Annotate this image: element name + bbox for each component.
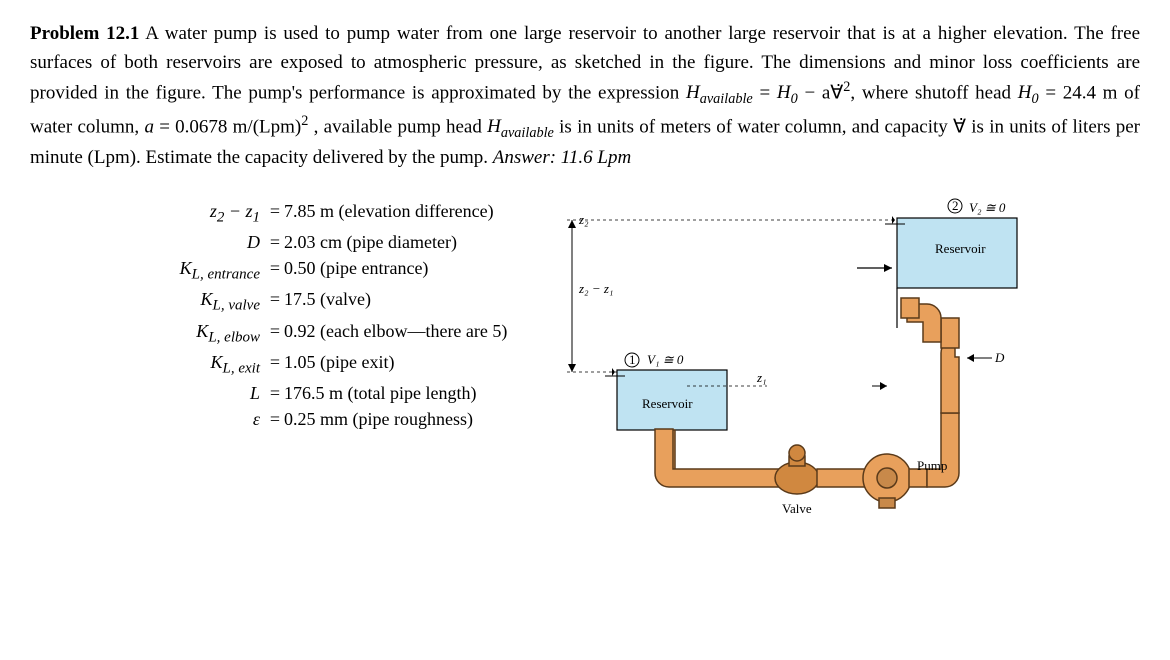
z2z1-label: z₂ − z₁ (578, 281, 613, 296)
z2-label: z₂ (578, 212, 589, 227)
param-equals: = (266, 406, 284, 432)
content-row: z2 − z1=7.85 m (elevation difference)D=2… (30, 198, 1140, 528)
param-row: ε=0.25 mm (pipe roughness) (150, 406, 507, 432)
param-symbol: KL, elbow (150, 318, 266, 349)
param-row: D=2.03 cm (pipe diameter) (150, 229, 507, 255)
answer-text: Answer: 11.6 Lpm (493, 147, 631, 168)
param-value: 2.03 cm (pipe diameter) (284, 229, 457, 255)
param-row: z2 − z1=7.85 m (elevation difference) (150, 198, 507, 229)
param-symbol: KL, valve (150, 286, 266, 317)
param-symbol: KL, entrance (150, 255, 266, 286)
param-value: 0.92 (each elbow—there are 5) (284, 318, 507, 344)
param-equals: = (266, 349, 284, 375)
param-symbol: ε (150, 406, 266, 432)
param-equals: = (266, 229, 284, 255)
param-value: 7.85 m (elevation difference) (284, 198, 494, 224)
parameter-list: z2 − z1=7.85 m (elevation difference)D=2… (30, 198, 507, 433)
pump-label: Pump (917, 458, 947, 473)
param-value: 0.25 mm (pipe roughness) (284, 406, 473, 432)
d-label: D (994, 350, 1005, 365)
v2-label: V₂ ≅ 0 (969, 200, 1006, 215)
reservoir-label-lower: Reservoir (642, 396, 693, 411)
marker-1: 1 (629, 352, 636, 367)
z1-label: z₁ (756, 370, 767, 385)
param-value: 176.5 m (total pipe length) (284, 380, 476, 406)
param-value: 17.5 (valve) (284, 286, 371, 312)
param-equals: = (266, 380, 284, 406)
param-equals: = (266, 255, 284, 281)
param-equals: = (266, 286, 284, 312)
param-row: KL, entrance=0.50 (pipe entrance) (150, 255, 507, 286)
figure: Reservoir 2 V₂ ≅ 0 Reservoir 1 V₁ ≅ 0 z₂… (537, 198, 1140, 528)
param-row: KL, valve=17.5 (valve) (150, 286, 507, 317)
problem-title: Problem 12.1 (30, 23, 139, 44)
param-equals: = (266, 198, 284, 224)
param-value: 0.50 (pipe entrance) (284, 255, 428, 281)
marker-2: 2 (952, 198, 959, 213)
param-value: 1.05 (pipe exit) (284, 349, 394, 375)
param-symbol: z2 − z1 (150, 198, 266, 229)
param-row: L=176.5 m (total pipe length) (150, 380, 507, 406)
eq-havail: Havailable (686, 82, 753, 103)
param-row: KL, exit=1.05 (pipe exit) (150, 349, 507, 380)
param-equals: = (266, 318, 284, 344)
problem-statement: Problem 12.1 A water pump is used to pum… (30, 20, 1140, 173)
param-symbol: L (150, 380, 266, 406)
valve-label: Valve (782, 501, 812, 516)
reservoir-label-upper: Reservoir (935, 241, 986, 256)
param-symbol: D (150, 229, 266, 255)
v1-label: V₁ ≅ 0 (647, 352, 684, 367)
param-row: KL, elbow=0.92 (each elbow—there are 5) (150, 318, 507, 349)
param-symbol: KL, exit (150, 349, 266, 380)
